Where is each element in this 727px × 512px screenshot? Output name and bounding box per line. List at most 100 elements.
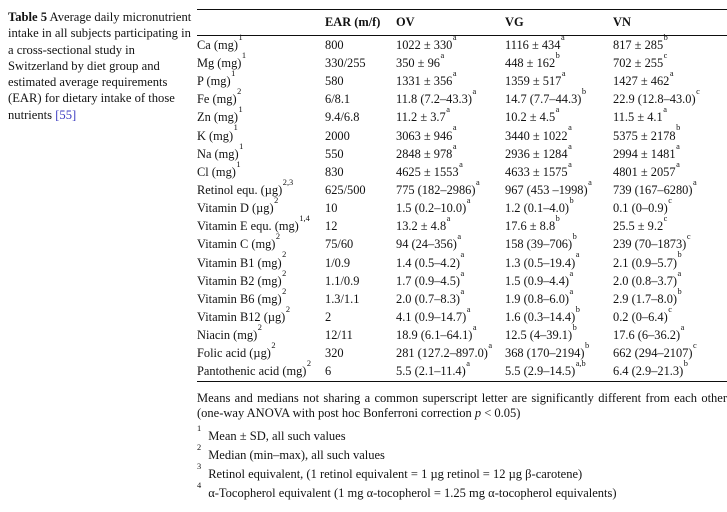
- cell-nutrient: Ca (mg)1: [197, 32, 243, 52]
- cell-ov: 775 (182–2986)a: [396, 177, 480, 197]
- cell-ov: 5.5 (2.1–11.4)a: [396, 359, 470, 379]
- value-superscript: a: [677, 268, 682, 278]
- cell-nutrient: Vitamin C (mg)2: [197, 232, 281, 252]
- table-row: Mg (mg)1 330/255 350 ± 96a 448 ± 162b 702 ± …: [197, 50, 727, 72]
- cell-vn: 22.9 (12.8–43.0)c: [613, 87, 700, 107]
- table-row: Folic acid (µg)2 320 281 (127.2–897.0)a 368…: [197, 341, 727, 362]
- cell-vg: 1359 ± 517a: [505, 69, 566, 89]
- value-superscript: a: [440, 50, 445, 60]
- cell-vn: 2.1 (0.9–5.7)b: [613, 250, 682, 270]
- citation-link[interactable]: [55]: [55, 107, 77, 122]
- cell-vn: 4801 ± 2057a: [613, 159, 680, 179]
- cell-vn: 817 ± 285b: [613, 32, 668, 52]
- cell-ov: 1331 ± 356a: [396, 69, 457, 89]
- cell-vn: 2994 ± 1481a: [613, 141, 680, 161]
- value-superscript: c: [668, 304, 672, 314]
- value-superscript: a: [693, 177, 697, 187]
- value-superscript: a: [680, 322, 685, 332]
- cell-nutrient: Vitamin B1 (mg)2: [197, 250, 287, 270]
- value-superscript: a,b: [575, 359, 586, 369]
- footnote-item: 1 Mean ± SD, all such values: [197, 424, 727, 446]
- footnote-text: Mean ± SD, all such values: [208, 429, 346, 443]
- table-row: Na (mg)1 550 2848 ± 978a 2936 ± 1284a 2994 ±…: [197, 141, 727, 163]
- cell-vg: 17.6 ± 8.8b: [505, 214, 560, 234]
- value-superscript: c: [696, 87, 700, 97]
- cell-vn: 239 (70–1873)c: [613, 232, 691, 252]
- value-superscript: a: [568, 123, 572, 133]
- cell-ov: 1022 ± 330a: [396, 32, 457, 52]
- cell-vg: 3440 ± 1022a: [505, 123, 572, 143]
- label-superscript: 1: [239, 141, 244, 151]
- label-superscript: 2: [237, 87, 242, 97]
- cell-vn: 5375 ± 2178b: [613, 123, 681, 143]
- value-superscript: b: [569, 196, 574, 205]
- cell-ov: 18.9 (6.1–64.1)a: [396, 322, 477, 343]
- cell-vn: 11.5 ± 4.1a: [613, 105, 667, 125]
- value-superscript: a: [669, 69, 674, 79]
- cell-ov: 11.8 (7.2–43.3)a: [396, 87, 477, 107]
- footnote-text: α-Tocopherol equivalent (1 mg α-tocopher…: [208, 486, 617, 500]
- cell-ov: 2.0 (0.7–8.3)a: [396, 286, 465, 306]
- cell-vg: 967 (453 –1998)a: [505, 177, 592, 197]
- footnote-text: Median (min–max), all such values: [208, 448, 385, 462]
- cell-nutrient: Vitamin D (µg)2: [197, 196, 279, 216]
- cell-nutrient: Vitamin B2 (mg)2: [197, 268, 287, 288]
- cell-ov: 4625 ± 1553a: [396, 159, 463, 179]
- significance-note: Means and medians not sharing a common s…: [197, 391, 727, 421]
- cell-ear: 1/0.9: [325, 255, 351, 270]
- cell-ov: 4.1 (0.9–14.7)a: [396, 304, 471, 324]
- cell-ear: 9.4/6.8: [325, 110, 360, 125]
- cell-vn: 2.9 (1.7–8.0)b: [613, 286, 682, 306]
- value-superscript: a: [488, 341, 493, 351]
- cell-ear: 10: [325, 201, 338, 216]
- footnote-item: 4 α-Tocopherol equivalent (1 mg α-tocophe…: [197, 481, 727, 503]
- cell-ear: 330/255: [325, 56, 366, 70]
- value-superscript: b: [676, 123, 681, 133]
- cell-vn: 739 (167–6280)a: [613, 177, 697, 197]
- label-superscript: 1: [231, 69, 236, 79]
- cell-vg: 368 (170–2194)b: [505, 341, 590, 361]
- cell-vg: 1116 ± 434a: [505, 32, 565, 52]
- cell-ear: 12/11: [325, 328, 353, 343]
- cell-ov: 2848 ± 978a: [396, 141, 457, 161]
- cell-nutrient: Mg (mg)1: [197, 50, 247, 70]
- cell-nutrient: Na (mg)1: [197, 141, 244, 161]
- cell-vg: 1.2 (0.1–4.0)b: [505, 196, 574, 216]
- cell-vg: 10.2 ± 4.5a: [505, 105, 560, 125]
- cell-vg: 1.3 (0.5–19.4)a: [505, 250, 580, 270]
- value-superscript: a: [568, 141, 572, 151]
- header-ov: OV: [396, 9, 505, 36]
- table-row: Zn (mg)1 9.4/6.8 11.2 ± 3.7a 10.2 ± 4.5a 11.…: [197, 105, 727, 127]
- cell-vg: 12.5 (4–39.1)b: [505, 322, 577, 343]
- value-superscript: a: [466, 196, 471, 205]
- table-row: Pantothenic acid (mg)2 6 5.5 (2.1–11.4)a 5.…: [197, 359, 727, 382]
- value-superscript: a: [568, 159, 572, 169]
- cell-ear: 625/500: [325, 182, 366, 197]
- label-superscript: 1: [233, 123, 238, 133]
- cell-vg: 5.5 (2.9–14.5)a,b: [505, 359, 586, 379]
- cell-nutrient: P (mg)1: [197, 69, 236, 89]
- cell-vg: 1.9 (0.8–6.0)a: [505, 286, 574, 306]
- value-superscript: b: [575, 304, 580, 314]
- value-superscript: b: [555, 50, 560, 60]
- label-superscript: 1: [238, 105, 243, 115]
- value-superscript: c: [663, 50, 668, 60]
- value-superscript: a: [452, 123, 457, 133]
- micronutrient-table-wrap: EAR (m/f) OV VG VN Ca (mg)1 800 1022 ± 330…: [197, 9, 727, 382]
- label-superscript: 2: [282, 250, 287, 260]
- header-vg: VG: [505, 9, 613, 36]
- label-superscript: 2: [271, 341, 276, 351]
- cell-ear: 2: [325, 309, 332, 324]
- cell-nutrient: Pantothenic acid (mg)2: [197, 359, 312, 379]
- value-superscript: b: [585, 341, 590, 351]
- cell-ear: 1.3/1.1: [325, 291, 360, 306]
- value-superscript: a: [663, 105, 667, 115]
- cell-vg: 14.7 (7.7–44.3)b: [505, 87, 587, 107]
- value-superscript: a: [472, 322, 477, 332]
- value-superscript: b: [572, 232, 577, 242]
- table-row: Niacin (mg)2 12/11 18.9 (6.1–64.1)a 12.5 (4…: [197, 322, 727, 344]
- value-superscript: a: [575, 250, 580, 260]
- value-superscript: a: [588, 177, 592, 187]
- value-superscript: b: [677, 286, 682, 296]
- cell-nutrient: Zn (mg)1: [197, 105, 243, 125]
